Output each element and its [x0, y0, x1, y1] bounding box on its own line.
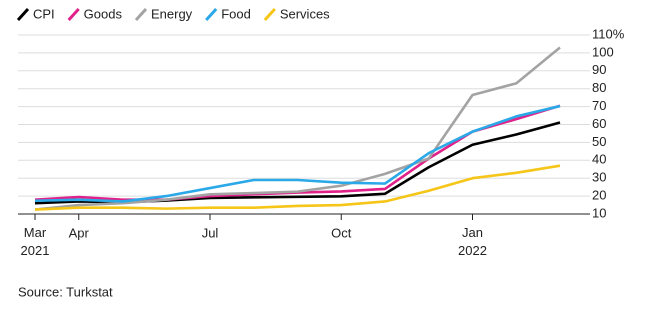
legend-swatch: [16, 7, 30, 22]
series-line: [34, 164, 561, 211]
y-tick-label: 100: [592, 44, 614, 59]
x-tick-label: Mar 2021: [21, 225, 50, 258]
source: Source: Turkstat: [18, 284, 113, 299]
legend-label: Goods: [84, 6, 123, 21]
series-line: [34, 104, 561, 201]
legend-label: Food: [221, 6, 251, 21]
y-tick-label: 90: [592, 62, 606, 77]
y-tick-label: 10: [592, 205, 606, 220]
y-tick-label: 70: [592, 98, 606, 113]
series-line: [34, 104, 561, 203]
x-tick-label: Oct: [331, 225, 352, 240]
legend-label: Energy: [151, 6, 193, 21]
y-tick-label: 110%: [592, 26, 625, 41]
x-tick-label: Jul: [202, 225, 219, 240]
legend-swatch: [134, 7, 148, 22]
x-tick-label: Jan 2022: [458, 225, 487, 258]
y-tick-label: 60: [592, 116, 606, 131]
y-tick-label: 50: [592, 134, 606, 149]
legend-swatch: [263, 7, 276, 22]
x-tick-label: Apr: [69, 225, 90, 240]
series-line: [34, 46, 561, 211]
y-tick-label: 20: [592, 188, 606, 203]
legend-swatch: [67, 7, 80, 22]
legend-swatch: [205, 7, 218, 22]
legend-label: Services: [280, 6, 330, 21]
y-tick-label: 40: [592, 152, 606, 167]
y-tick-label: 30: [592, 170, 606, 185]
legend-label: CPI: [33, 6, 55, 21]
y-tick-label: 80: [592, 80, 606, 95]
